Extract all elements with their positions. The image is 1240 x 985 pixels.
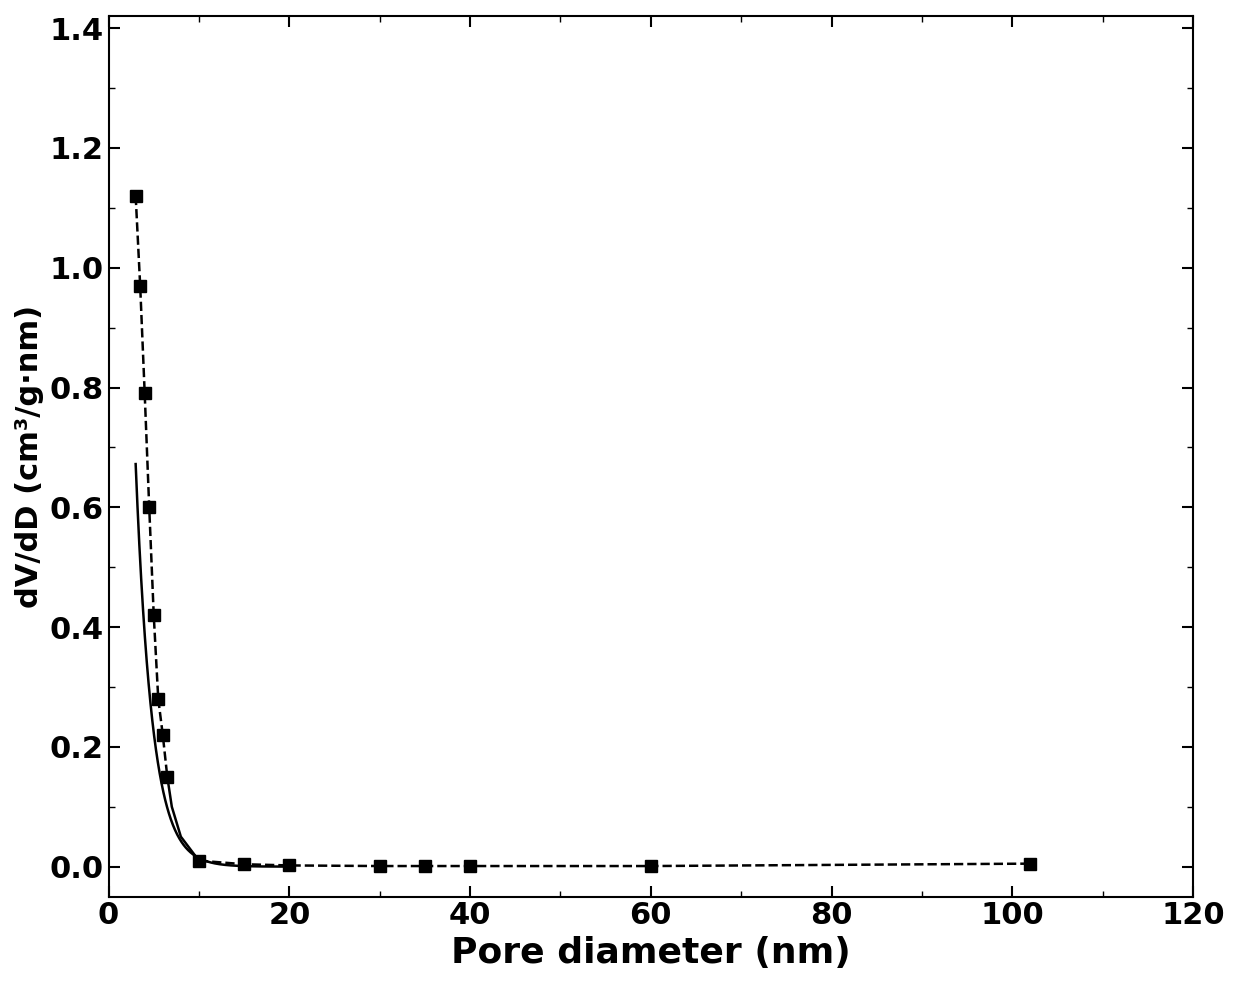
X-axis label: Pore diameter (nm): Pore diameter (nm) [451,936,851,970]
Y-axis label: dV/dD (cm³/g·nm): dV/dD (cm³/g·nm) [15,304,43,608]
